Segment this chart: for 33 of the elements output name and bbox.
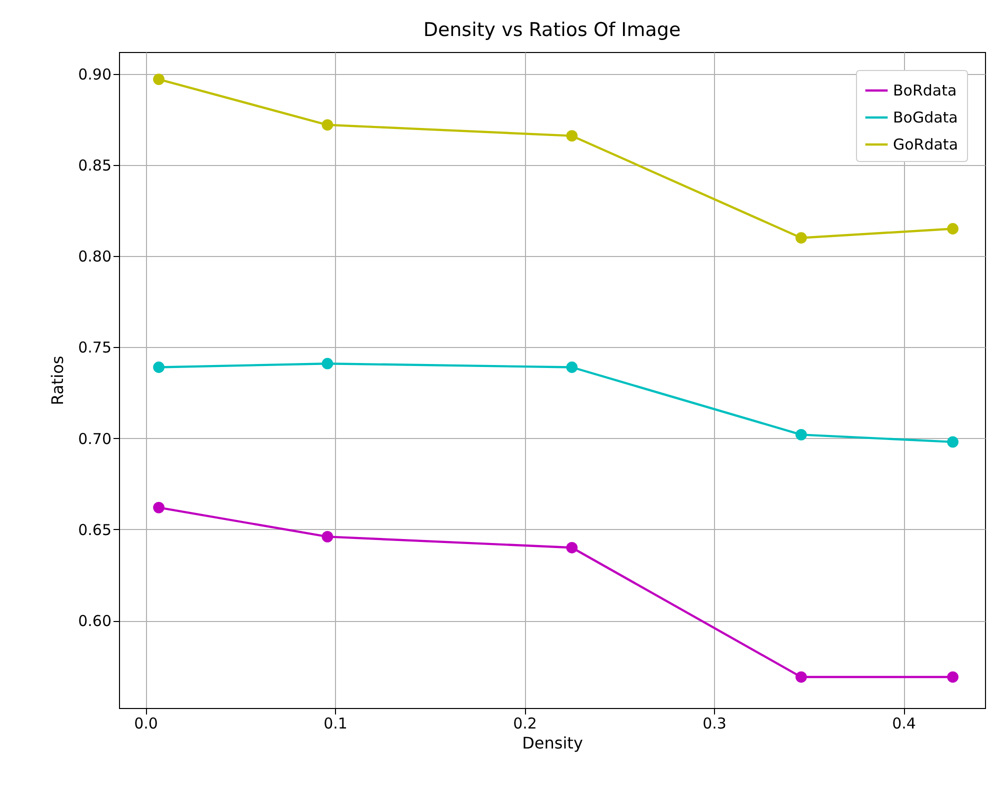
x-axis-title: Density xyxy=(522,734,583,752)
x-tick-label: 0.4 xyxy=(892,714,916,732)
x-tick-label: 0.0 xyxy=(134,714,158,732)
point xyxy=(153,362,164,373)
legend-label: GoRdata xyxy=(893,136,958,154)
y-tick-label: 0.85 xyxy=(78,156,112,174)
point xyxy=(322,531,334,542)
point xyxy=(566,542,578,554)
y-tick-label: 0.80 xyxy=(78,248,112,266)
chart-title: Density vs Ratios Of Image xyxy=(423,19,681,41)
y-axis-title: Ratios xyxy=(48,356,68,406)
point xyxy=(947,671,958,683)
x-tick-label: 0.3 xyxy=(702,714,726,732)
point xyxy=(566,130,578,142)
point xyxy=(795,428,807,440)
point xyxy=(153,74,164,86)
point xyxy=(566,362,578,373)
y-tick-label: 0.65 xyxy=(78,520,112,539)
point xyxy=(795,232,807,244)
y-tick-label: 0.70 xyxy=(78,430,112,448)
legend-label: BoGdata xyxy=(893,108,958,126)
x-tick-label: 0.2 xyxy=(513,714,537,732)
point xyxy=(153,502,164,514)
y-tick-label: 0.75 xyxy=(78,338,112,357)
point xyxy=(947,436,958,448)
point xyxy=(322,358,334,370)
x-tick-label: 0.1 xyxy=(324,714,348,732)
point xyxy=(795,671,807,683)
y-tick-label: 0.60 xyxy=(78,612,112,630)
legend-label: BoRdata xyxy=(893,82,957,100)
y-tick-label: 0.90 xyxy=(78,65,112,84)
point xyxy=(322,119,334,131)
point xyxy=(947,223,958,234)
